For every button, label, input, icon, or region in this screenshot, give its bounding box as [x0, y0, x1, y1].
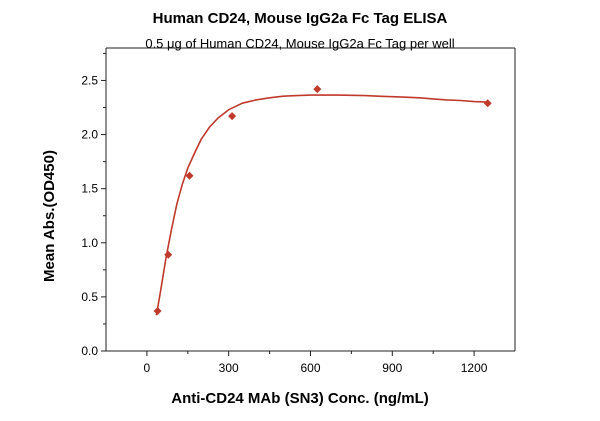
x-axis-label: Anti-CD24 MAb (SN3) Conc. (ng/mL): [171, 390, 428, 407]
chart-title: Human CD24, Mouse IgG2a Fc Tag ELISA: [153, 10, 448, 27]
y-tick-label: 2.5: [81, 73, 98, 87]
data-point: [153, 306, 162, 315]
plot-area: 0 300 600 900 1200 0.0 0.5 1.0 1.5 2.0 2.5: [81, 47, 516, 375]
y-tick-label: 1.0: [81, 236, 98, 250]
data-point: [164, 250, 173, 259]
x-tick-label: 900: [382, 361, 402, 375]
y-axis-label: Mean Abs.(OD450): [41, 150, 58, 282]
data-point: [228, 112, 237, 121]
data-point: [483, 99, 492, 108]
y-tick-label: 1.5: [81, 182, 98, 196]
y-tick-label: 0.0: [81, 344, 98, 358]
data-point: [185, 171, 194, 180]
x-tick-label: 300: [219, 361, 239, 375]
x-tick-label: 600: [300, 361, 320, 375]
x-tick-label: 0: [144, 361, 151, 375]
y-tick-label: 0.5: [81, 290, 98, 304]
data-point: [313, 85, 322, 94]
x-tick-label: 1200: [461, 361, 488, 375]
y-tick-label: 2.0: [81, 128, 98, 142]
chart-subtitle: 0.5 μg of Human CD24, Mouse IgG2a Fc Tag…: [145, 36, 454, 51]
fit-curve-line: [155, 94, 488, 316]
